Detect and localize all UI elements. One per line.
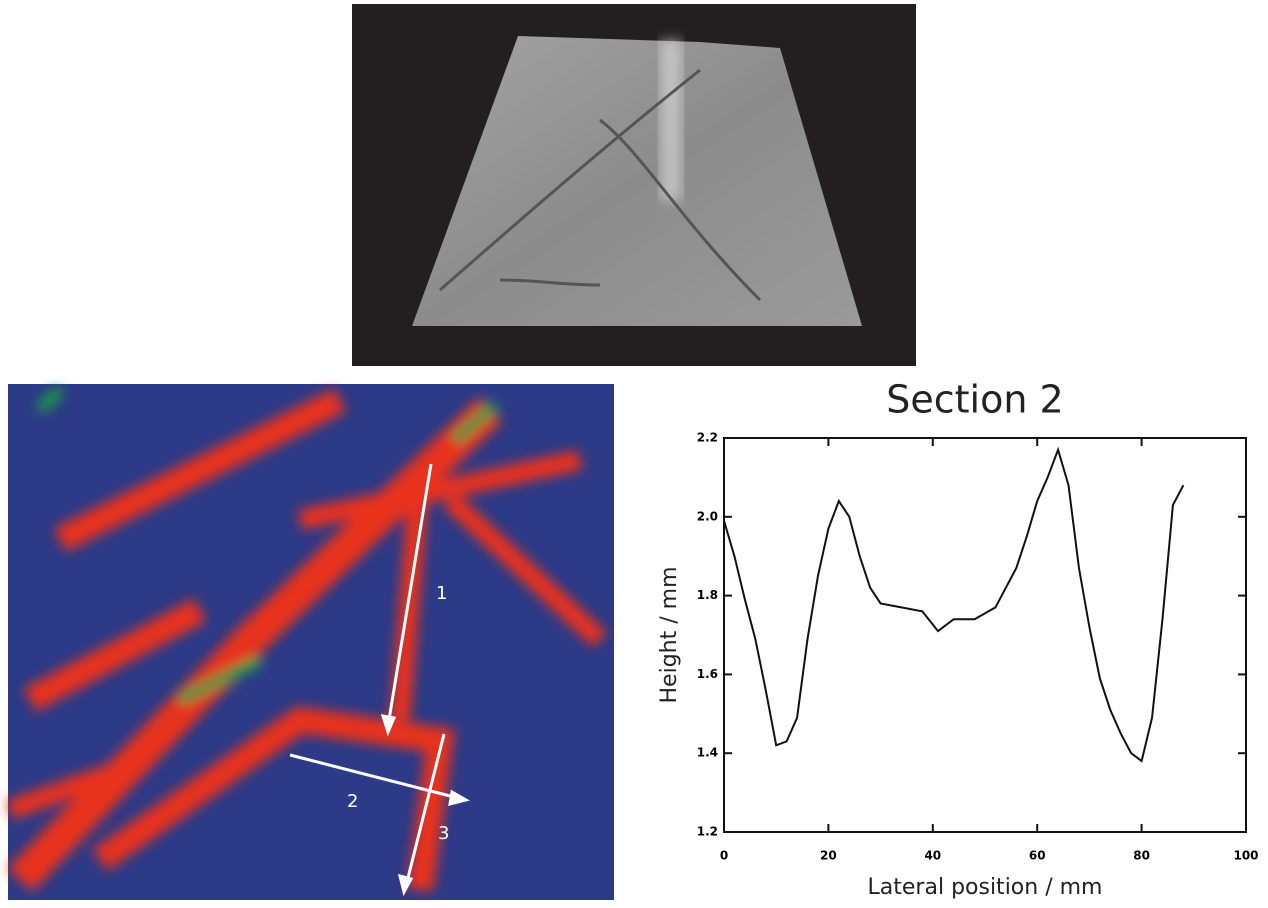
heatmap-panel bbox=[8, 384, 614, 900]
surface-highlight bbox=[660, 40, 682, 200]
figure: 1 2 3 Section 2 Lateral position / mm He… bbox=[0, 0, 1268, 908]
data-line bbox=[724, 450, 1183, 761]
y-tick-label: 1.8 bbox=[697, 588, 718, 602]
y-tick-label: 1.2 bbox=[697, 825, 718, 839]
y-axis-label: Height / mm bbox=[657, 567, 682, 704]
y-tick-label: 1.6 bbox=[697, 667, 718, 681]
chart-title: Section 2 bbox=[886, 378, 1063, 422]
x-tick-label: 100 bbox=[1233, 849, 1258, 863]
x-tick-label: 40 bbox=[924, 849, 941, 863]
y-tick-label: 2.0 bbox=[697, 509, 718, 523]
x-tick-label: 20 bbox=[820, 849, 837, 863]
x-tick-label: 60 bbox=[1029, 849, 1046, 863]
y-tick-label: 1.4 bbox=[697, 746, 718, 760]
section-label: 3 bbox=[438, 823, 449, 844]
x-tick-label: 0 bbox=[720, 849, 728, 863]
plot-frame bbox=[724, 438, 1246, 832]
x-axis-label: Lateral position / mm bbox=[868, 875, 1103, 900]
y-tick-label: 2.2 bbox=[697, 431, 718, 445]
section-label: 2 bbox=[347, 791, 358, 812]
section-label: 1 bbox=[436, 583, 447, 604]
x-tick-label: 80 bbox=[1133, 849, 1150, 863]
